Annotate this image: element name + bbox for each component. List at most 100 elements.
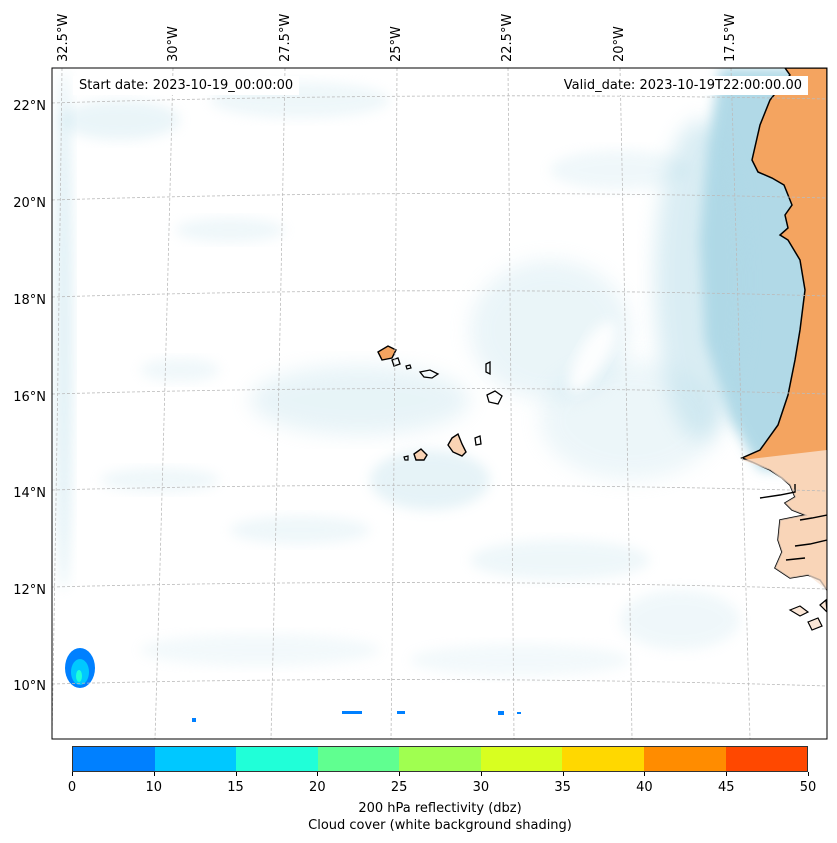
longitude-labels: 32.5°W 30°W 27.5°W 25°W 22.5°W 20°W 17.5… xyxy=(56,14,738,62)
colorbar-tick xyxy=(480,772,482,776)
reflectivity-colorbar xyxy=(72,746,808,772)
cloud-patch xyxy=(140,634,380,666)
colorbar-tick xyxy=(72,772,73,776)
cloud-patch xyxy=(230,516,370,544)
colorbar-segment xyxy=(643,747,726,771)
colorbar-tick-label: 45 xyxy=(717,780,735,795)
cloud-clear-slot xyxy=(568,321,616,393)
reflectivity-cell xyxy=(397,711,405,714)
cloud-patch xyxy=(60,100,180,140)
cloud-patch xyxy=(370,450,490,510)
colorbar-segment xyxy=(154,747,237,771)
lon-label: 25°W xyxy=(389,26,404,62)
cloud-patch xyxy=(140,358,220,382)
valid-date-label: Valid_date: 2023-10-19T22:00:00.00 xyxy=(557,76,808,95)
lon-label: 22.5°W xyxy=(500,14,515,62)
cloud-patch xyxy=(620,590,740,650)
island-sal xyxy=(485,360,491,376)
parallel xyxy=(52,484,827,492)
parallel xyxy=(52,95,827,104)
colorbar-tick xyxy=(644,772,646,776)
colorbar-tick xyxy=(235,772,237,776)
map-frame xyxy=(51,67,828,740)
colorbar-caption: Cloud cover (white background shading) xyxy=(308,818,572,833)
colorbar-tick-label: 40 xyxy=(636,780,653,795)
island-maio xyxy=(474,435,482,446)
colorbar-segment xyxy=(236,747,318,771)
cloud-patch xyxy=(550,150,690,190)
colorbar-tick xyxy=(153,772,155,776)
meridian xyxy=(619,68,633,739)
reflectivity-cell xyxy=(192,718,196,722)
parallel xyxy=(52,582,827,590)
cloud-band-west xyxy=(55,70,73,590)
meridian xyxy=(154,68,174,739)
reflectivity-cell xyxy=(498,711,504,715)
gridlines xyxy=(52,68,827,739)
colorbar-segment xyxy=(399,747,481,771)
colorbar-tick xyxy=(808,772,809,776)
colorbar-tick xyxy=(399,772,401,776)
parallel xyxy=(52,388,827,395)
meridian xyxy=(730,68,751,739)
west-africa-south-shade xyxy=(742,450,827,590)
lat-label: 22°N xyxy=(13,99,46,114)
lon-label: 27.5°W xyxy=(278,14,293,62)
colorbar-tick xyxy=(562,772,564,776)
meridian xyxy=(390,68,398,739)
cloud-patch xyxy=(470,540,650,580)
island-boa-vista xyxy=(486,390,503,405)
cloud-band-coast-fringe xyxy=(655,120,745,440)
latitude-labels: 22°N 20°N 18°N 16°N 14°N 12°N 10°N xyxy=(13,99,46,694)
colorbar-segment xyxy=(725,747,808,771)
reflectivity-cell xyxy=(342,711,362,714)
lat-label: 14°N xyxy=(13,486,46,501)
colorbar-tick-label: 15 xyxy=(227,780,244,795)
lon-label: 17.5°W xyxy=(723,14,738,62)
meridian xyxy=(270,68,286,739)
parallel xyxy=(52,193,827,201)
island-santiago xyxy=(447,432,467,457)
lon-label: 32.5°W xyxy=(56,14,71,62)
colorbar-segment xyxy=(480,747,563,771)
colorbar-tick-label: 50 xyxy=(799,780,817,795)
colorbar-label: 200 hPa reflectivity (dbz) xyxy=(358,801,522,816)
island-sao-vicente xyxy=(391,357,401,367)
colorbar-tick xyxy=(726,772,728,776)
meridian xyxy=(507,68,515,739)
colorbar-tick-label: 0 xyxy=(67,780,77,795)
colorbar-tick-label: 35 xyxy=(554,780,571,795)
island-santa-luzia xyxy=(405,364,412,370)
parallel xyxy=(52,290,827,298)
cloud-patch xyxy=(175,218,285,242)
island-santo-antao xyxy=(377,345,397,361)
colorbar-tick-label: 20 xyxy=(309,780,326,795)
island-sao-nicolau xyxy=(418,369,440,379)
lat-label: 18°N xyxy=(13,293,46,308)
lon-label: 30°W xyxy=(166,26,181,62)
reflectivity-cell xyxy=(517,712,521,714)
reflectivity-cell xyxy=(76,670,82,682)
cloud-patch xyxy=(100,468,220,492)
colorbar-segment xyxy=(73,747,155,771)
lat-label: 20°N xyxy=(13,196,46,211)
island-fogo xyxy=(413,448,428,461)
colorbar-tick-label: 25 xyxy=(390,780,408,795)
cloud-patch xyxy=(250,365,470,435)
island-brava xyxy=(403,455,409,461)
colorbar-segment xyxy=(317,747,400,771)
start-date-label: Start date: 2023-10-19_00:00:00 xyxy=(73,76,300,95)
lat-label: 16°N xyxy=(13,390,46,405)
colorbar-tick-label: 10 xyxy=(145,780,163,795)
meridian xyxy=(52,68,63,739)
cloud-patch xyxy=(410,644,630,676)
colorbar-tick-label: 30 xyxy=(472,780,490,795)
land-layer xyxy=(377,68,827,631)
gambia-river xyxy=(759,484,796,499)
reflectivity-layer xyxy=(65,648,521,722)
parallel xyxy=(52,679,827,687)
coast-detail xyxy=(785,514,827,561)
lon-label: 20°W xyxy=(612,26,627,62)
lat-label: 10°N xyxy=(13,679,46,694)
